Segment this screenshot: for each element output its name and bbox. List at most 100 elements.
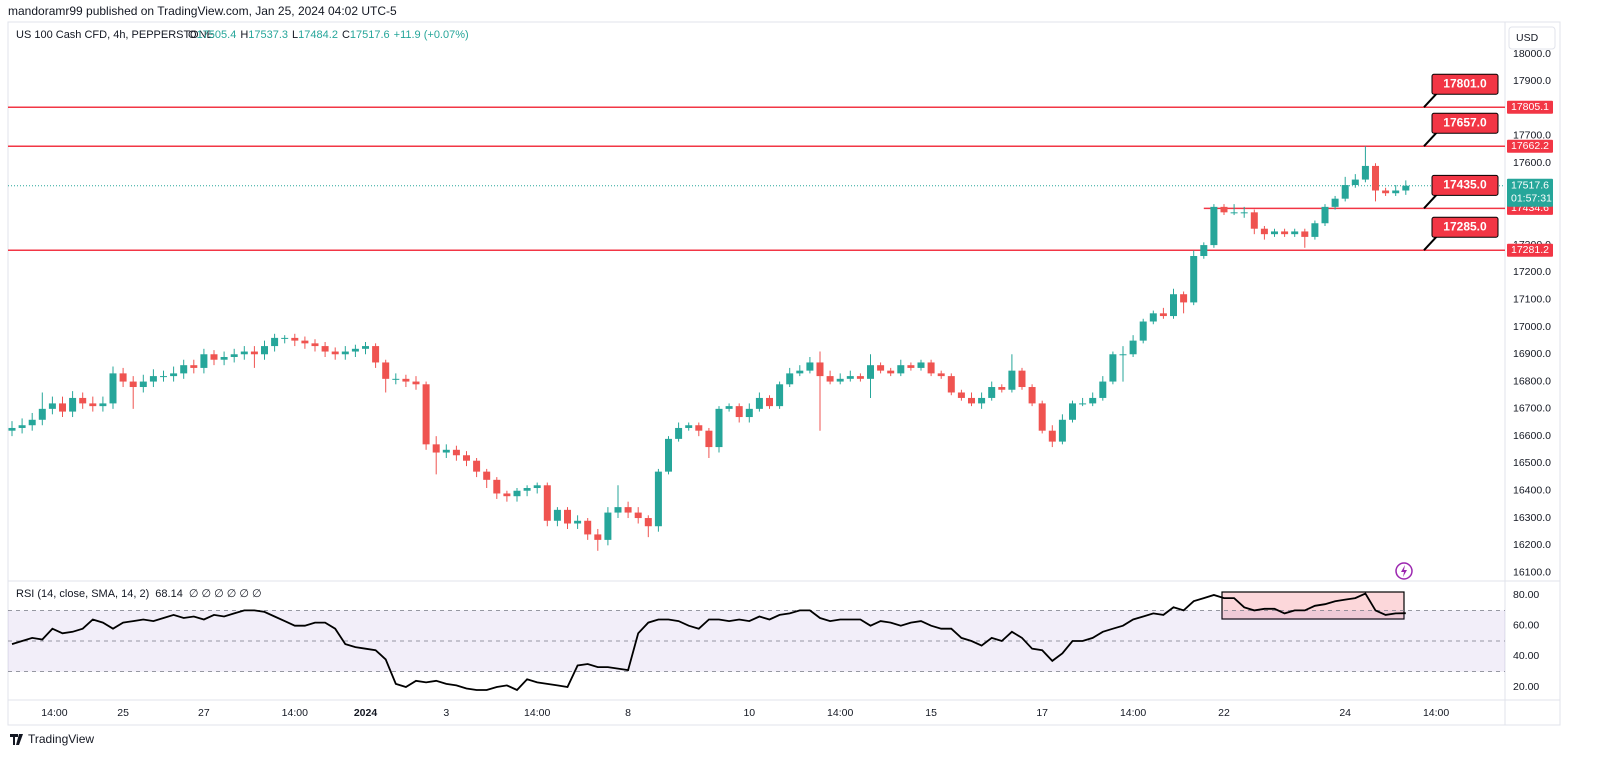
- ohlc-value: 17484.2: [298, 29, 338, 41]
- candle-body: [28, 419, 36, 426]
- candle-body: [1089, 397, 1097, 404]
- candle-body: [129, 381, 137, 388]
- callout-connector: [1423, 235, 1438, 251]
- y-tick-label: 16700.0: [1513, 403, 1551, 415]
- candle-body: [705, 430, 713, 448]
- candle-body: [422, 384, 430, 445]
- candle-body: [1250, 212, 1258, 229]
- candle-body: [1099, 381, 1107, 398]
- candle-body: [402, 378, 410, 382]
- candle-body: [1149, 313, 1157, 322]
- y-tick-label: 16100.0: [1513, 566, 1551, 578]
- candle-body: [745, 408, 753, 418]
- candle-body: [543, 485, 551, 521]
- ohlc-value: 17517.6: [350, 29, 390, 41]
- callout-label: 17285.0: [1443, 219, 1487, 233]
- ohlc-values: O17505.4 H17537.3 L17484.2 C17517.6 +11.9 (+…: [188, 29, 469, 41]
- candle-body: [725, 406, 733, 409]
- candle-body: [139, 381, 147, 388]
- callout-box: [1431, 216, 1499, 238]
- candle-body: [291, 337, 299, 341]
- candle-body: [927, 362, 935, 374]
- candle-body: [89, 403, 97, 407]
- candle-body: [230, 354, 238, 357]
- candle-body: [1220, 206, 1228, 213]
- chart-frame: [7, 21, 1561, 726]
- candle-body: [584, 520, 592, 535]
- callout-box: [1431, 112, 1499, 134]
- candle-body: [301, 340, 309, 344]
- alert-icon[interactable]: [1395, 562, 1413, 580]
- y-tick-label: 16400.0: [1513, 485, 1551, 497]
- candle-body: [109, 373, 117, 404]
- candle-body: [654, 471, 662, 527]
- candle-body: [1260, 228, 1268, 235]
- y-tick-label: 17200.0: [1513, 266, 1551, 278]
- candle-body: [1331, 198, 1339, 207]
- countdown: 01:57:31: [1511, 192, 1552, 204]
- x-tick-label: 10: [743, 707, 755, 719]
- candle-body: [1291, 231, 1299, 235]
- candle-body: [796, 370, 804, 374]
- footer-logo: [10, 734, 23, 745]
- alert-bolt: [1401, 565, 1407, 577]
- x-tick-label: 24: [1339, 707, 1351, 719]
- candle-body: [685, 425, 693, 428]
- y-tick-label: 17600.0: [1513, 157, 1551, 169]
- candle-body: [533, 485, 541, 489]
- callout-connector: [1423, 193, 1438, 210]
- candle-body: [190, 365, 198, 368]
- candle-body: [180, 365, 188, 374]
- ohlc-key: L: [292, 29, 298, 41]
- x-tick-label: 14:00: [1423, 707, 1449, 719]
- y-tick-label: 17000.0: [1513, 321, 1551, 333]
- candle-body: [1018, 370, 1026, 388]
- x-tick-label: 22: [1218, 707, 1230, 719]
- candle-body: [917, 362, 925, 368]
- x-tick-label: 2024: [354, 707, 378, 719]
- x-tick-label: 14:00: [524, 707, 550, 719]
- candle-body: [553, 509, 561, 521]
- candle-body: [503, 493, 511, 497]
- candle-body: [1351, 179, 1359, 186]
- currency[interactable]: USD: [1516, 32, 1539, 44]
- candle-body: [826, 376, 834, 382]
- x-tick-label: 8: [625, 707, 631, 719]
- x-tick-label: 14:00: [827, 707, 853, 719]
- rsi-tick-label: 80.00: [1513, 589, 1539, 601]
- candle-body: [1301, 231, 1309, 237]
- candle-body: [382, 362, 390, 379]
- axis-level-box: [1507, 100, 1553, 114]
- x-tick-label: 15: [925, 707, 937, 719]
- candle-body: [907, 365, 915, 368]
- currency-button[interactable]: [1508, 26, 1556, 50]
- candle-body: [937, 373, 945, 377]
- candle-body: [311, 343, 319, 347]
- rsi-title: RSI (14, close, SMA, 14, 2) 68.14 ∅ ∅ ∅ ∅ …: [16, 588, 262, 600]
- candle-body: [624, 507, 632, 513]
- candle-body: [483, 471, 491, 480]
- candle-body: [351, 348, 359, 352]
- x-tick-label: 3: [443, 707, 449, 719]
- candle-body: [1129, 340, 1137, 355]
- candle-body: [170, 373, 178, 377]
- candle-body: [1271, 231, 1278, 235]
- candle-body: [856, 376, 864, 379]
- candle-body: [513, 490, 521, 497]
- candle-body: [1038, 403, 1046, 431]
- y-tick-label: 17100.0: [1513, 293, 1551, 305]
- candle-body: [1230, 212, 1238, 214]
- candle-body: [574, 520, 582, 524]
- candle-body: [786, 373, 794, 385]
- candle-body: [978, 397, 986, 404]
- candle-body: [331, 351, 339, 355]
- candle-body: [755, 397, 763, 409]
- candle-body: [8, 427, 16, 431]
- candle-body: [665, 438, 672, 472]
- x-tick-label: 14:00: [1120, 707, 1146, 719]
- callout-connector: [1423, 131, 1438, 147]
- candle-body: [99, 403, 107, 407]
- rsi-tick-label: 40.00: [1513, 650, 1539, 662]
- footer: TradingView: [28, 732, 94, 746]
- candle-body: [715, 408, 723, 448]
